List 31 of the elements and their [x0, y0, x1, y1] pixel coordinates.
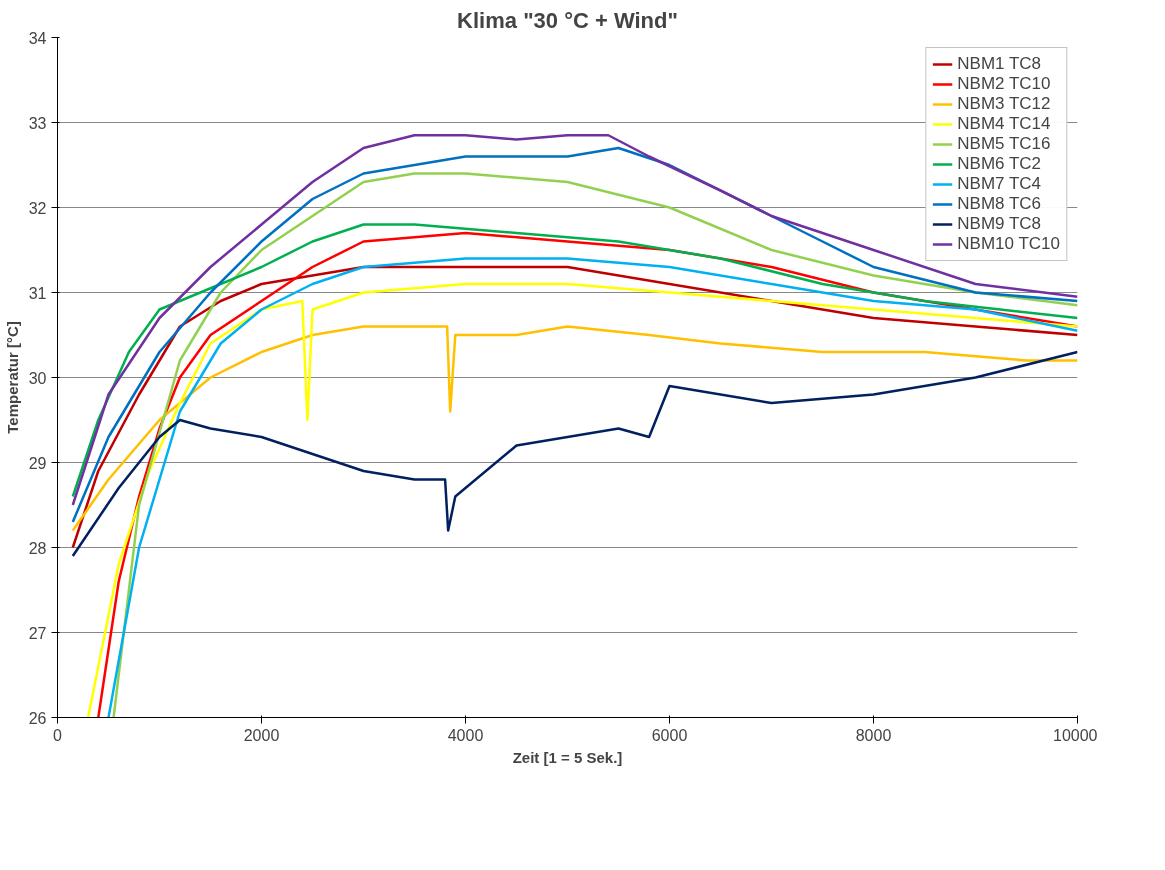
line-series — [71, 325, 1078, 532]
y-tick-label: 28 — [28, 539, 47, 557]
x-tick-label: 2000 — [243, 726, 280, 744]
line-series — [71, 265, 1078, 549]
y-axis-title: Temperatur [°C] — [3, 321, 21, 434]
legend-label: NBM10 TC10 — [957, 234, 1060, 254]
y-tick-label: 31 — [28, 284, 47, 302]
legend-label: NBM6 TC2 — [957, 154, 1042, 174]
y-tick-label: 34 — [28, 29, 47, 47]
legend-label: NBM8 TC6 — [957, 194, 1042, 214]
y-tick-label: 27 — [28, 624, 47, 642]
x-tick-label: 8000 — [855, 726, 892, 744]
y-tick-label: 32 — [28, 199, 47, 217]
y-tick-label: 30 — [28, 369, 47, 387]
y-tick-label: 26 — [28, 709, 47, 727]
x-axis-title: Zeit [1 = 5 Sek.] — [512, 748, 623, 766]
y-tick-label: 29 — [28, 454, 47, 472]
y-tick-label: 33 — [28, 114, 47, 132]
x-tick-label: 10000 — [1053, 726, 1098, 744]
legend-label: NBM4 TC14 — [957, 114, 1051, 134]
legend-label: NBM2 TC10 — [957, 74, 1051, 94]
x-tick-label: 6000 — [651, 726, 688, 744]
x-tick-label: 4000 — [447, 726, 484, 744]
line-series — [71, 350, 1078, 558]
legend-label: NBM3 TC12 — [957, 94, 1051, 114]
x-tick-label: 0 — [53, 726, 63, 744]
legend-label: NBM1 TC8 — [957, 54, 1042, 74]
chart-title: Klima "30 °C + Wind" — [457, 7, 678, 33]
legend-label: NBM5 TC16 — [957, 134, 1051, 154]
legend-label: NBM7 TC4 — [957, 174, 1042, 194]
legend-label: NBM9 TC8 — [957, 214, 1042, 234]
